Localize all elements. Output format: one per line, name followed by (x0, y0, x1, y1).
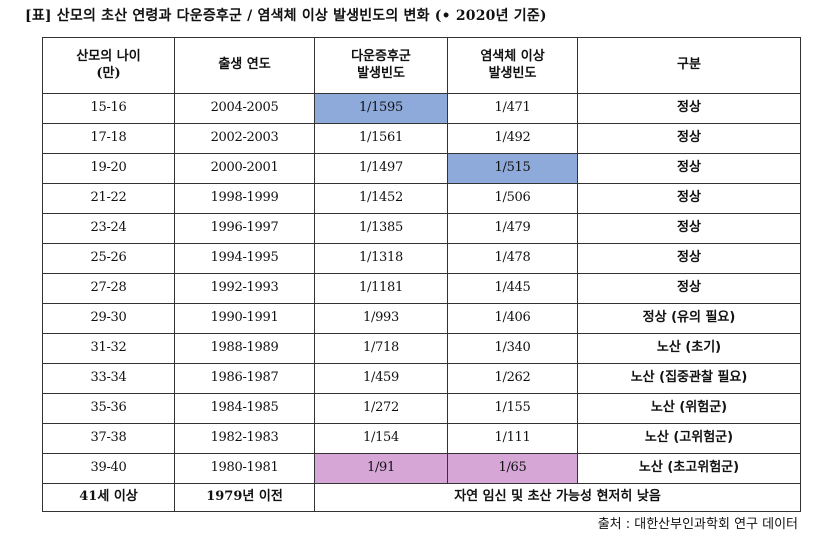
cell-chrom: 1/471 (447, 93, 578, 124)
cell-age: 41세 이상 (42, 483, 175, 512)
cell-category: 노산 (고위험군) (577, 423, 801, 454)
data-table: 산모의 나이 (만) 출생 연도 다운증후군 발생빈도 염색체 이상 발생빈도 … (42, 37, 801, 512)
cell-down: 1/1561 (314, 123, 448, 154)
table-row: 27-28 1992-1993 1/1181 1/445 정상 (42, 273, 801, 304)
cell-year: 1998-1999 (174, 183, 315, 214)
cell-category: 정상 (577, 153, 801, 184)
cell-year: 1979년 이전 (174, 483, 315, 512)
header-category: 구분 (577, 37, 801, 94)
table-row: 31-32 1988-1989 1/718 1/340 노산 (초기) (42, 333, 801, 364)
cell-age: 31-32 (42, 333, 175, 364)
cell-category: 정상 (577, 243, 801, 274)
cell-down-highlighted: 1/1595 (314, 93, 448, 124)
cell-category: 노산 (초고위험군) (577, 453, 801, 484)
cell-chrom: 1/340 (447, 333, 578, 364)
cell-year: 2000-2001 (174, 153, 315, 184)
cell-category: 정상 (577, 183, 801, 214)
cell-down: 1/1181 (314, 273, 448, 304)
cell-age: 25-26 (42, 243, 175, 274)
table-row: 39-40 1980-1981 1/91 1/65 노산 (초고위험군) (42, 453, 801, 484)
table-row: 15-16 2004-2005 1/1595 1/471 정상 (42, 93, 801, 124)
cell-chrom: 1/478 (447, 243, 578, 274)
header-chrom-line2: 발생빈도 (488, 65, 537, 81)
cell-down: 1/1497 (314, 153, 448, 184)
table-row: 33-34 1986-1987 1/459 1/262 노산 (집중관찰 필요) (42, 363, 801, 394)
cell-chrom: 1/445 (447, 273, 578, 304)
cell-year: 1994-1995 (174, 243, 315, 274)
cell-age: 23-24 (42, 213, 175, 244)
cell-chrom: 1/111 (447, 423, 578, 454)
cell-age: 33-34 (42, 363, 175, 394)
table-row: 23-24 1996-1997 1/1385 1/479 정상 (42, 213, 801, 244)
cell-down: 1/993 (314, 303, 448, 334)
source-note: 출처 : 대한산부인과학회 연구 데이터 (597, 517, 798, 532)
cell-chrom: 1/155 (447, 393, 578, 424)
table-row-last: 41세 이상 1979년 이전 자연 임신 및 초산 가능성 현저히 낮음 (42, 483, 801, 512)
cell-year: 1996-1997 (174, 213, 315, 244)
cell-down: 1/459 (314, 363, 448, 394)
cell-down: 1/718 (314, 333, 448, 364)
cell-chrom-highlighted: 1/515 (447, 153, 578, 184)
cell-age: 37-38 (42, 423, 175, 454)
cell-down: 1/1385 (314, 213, 448, 244)
cell-category: 노산 (집중관찰 필요) (577, 363, 801, 394)
header-down-line2: 발생빈도 (357, 65, 405, 81)
cell-chrom-highlighted: 1/65 (447, 453, 578, 484)
cell-chrom: 1/492 (447, 123, 578, 154)
cell-note: 자연 임신 및 초산 가능성 현저히 낮음 (314, 483, 801, 512)
cell-category: 정상 (577, 273, 801, 304)
cell-down: 1/1452 (314, 183, 448, 214)
cell-year: 2004-2005 (174, 93, 315, 124)
cell-age: 39-40 (42, 453, 175, 484)
header-age-line1: 산모의 나이 (76, 49, 141, 65)
cell-age: 15-16 (42, 93, 175, 124)
cell-year: 1990-1991 (174, 303, 315, 334)
table-row: 29-30 1990-1991 1/993 1/406 정상 (유의 필요) (42, 303, 801, 334)
cell-age: 17-18 (42, 123, 175, 154)
header-row: 산모의 나이 (만) 출생 연도 다운증후군 발생빈도 염색체 이상 발생빈도 … (42, 37, 801, 94)
cell-category: 정상 (577, 93, 801, 124)
cell-year: 1982-1983 (174, 423, 315, 454)
header-age-line2: (만) (96, 65, 121, 81)
cell-year: 1984-1985 (174, 393, 315, 424)
cell-category: 정상 (577, 123, 801, 154)
cell-age: 29-30 (42, 303, 175, 334)
cell-category: 노산 (초기) (577, 333, 801, 364)
header-down-line1: 다운증후군 (351, 49, 411, 65)
header-down-syndrome: 다운증후군 발생빈도 (314, 37, 448, 94)
cell-down: 1/154 (314, 423, 448, 454)
cell-year: 1988-1989 (174, 333, 315, 364)
cell-down: 1/1318 (314, 243, 448, 274)
table-row: 17-18 2002-2003 1/1561 1/492 정상 (42, 123, 801, 154)
cell-chrom: 1/262 (447, 363, 578, 394)
table-row: 37-38 1982-1983 1/154 1/111 노산 (고위험군) (42, 423, 801, 454)
header-chromosome: 염색체 이상 발생빈도 (447, 37, 578, 94)
cell-category: 정상 (유의 필요) (577, 303, 801, 334)
table-row: 35-36 1984-1985 1/272 1/155 노산 (위험군) (42, 393, 801, 424)
cell-category: 정상 (577, 213, 801, 244)
cell-age: 35-36 (42, 393, 175, 424)
cell-year: 1992-1993 (174, 273, 315, 304)
table-row: 21-22 1998-1999 1/1452 1/506 정상 (42, 183, 801, 214)
cell-year: 2002-2003 (174, 123, 315, 154)
header-birth-year: 출생 연도 (174, 37, 315, 94)
table-row: 19-20 2000-2001 1/1497 1/515 정상 (42, 153, 801, 184)
cell-age: 21-22 (42, 183, 175, 214)
table-row: 25-26 1994-1995 1/1318 1/478 정상 (42, 243, 801, 274)
cell-chrom: 1/406 (447, 303, 578, 334)
cell-age: 19-20 (42, 153, 175, 184)
header-chrom-line1: 염색체 이상 (480, 49, 545, 65)
cell-chrom: 1/506 (447, 183, 578, 214)
cell-down: 1/272 (314, 393, 448, 424)
cell-age: 27-28 (42, 273, 175, 304)
header-age: 산모의 나이 (만) (42, 37, 175, 94)
cell-chrom: 1/479 (447, 213, 578, 244)
cell-year: 1986-1987 (174, 363, 315, 394)
cell-year: 1980-1981 (174, 453, 315, 484)
cell-down-highlighted: 1/91 (314, 453, 448, 484)
table-title: [표] 산모의 초산 연령과 다운증후군 / 염색체 이상 발생빈도의 변화 (… (25, 8, 547, 24)
cell-category: 노산 (위험군) (577, 393, 801, 424)
